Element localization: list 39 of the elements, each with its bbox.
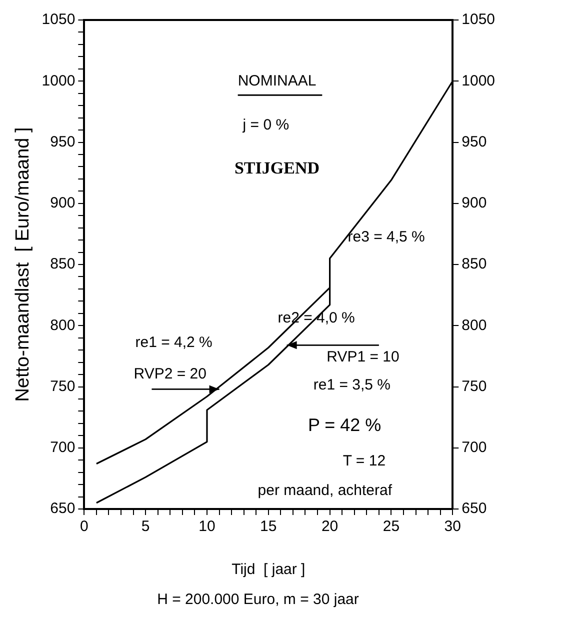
x-tick-label: 25: [382, 518, 400, 536]
x-tick-label: 0: [80, 518, 88, 536]
x-axis-title: Tijd [ jaar ]: [232, 561, 306, 578]
y-tick-label: 850: [50, 256, 76, 273]
x-tick-label: 15: [260, 518, 277, 536]
y2-tick-label: 1000: [462, 72, 496, 90]
y2-tick-label: 850: [462, 256, 487, 273]
y-tick-label: 1000: [42, 72, 76, 90]
y2-tick-label: 700: [462, 439, 487, 456]
annotation: STIJGEND: [234, 158, 320, 178]
x-tick-label: 5: [141, 518, 150, 536]
annotation: per maand, achteraf: [258, 482, 393, 499]
y2-tick-label: 650: [462, 500, 487, 518]
y2-tick-label: 800: [462, 316, 487, 334]
annotation: NOMINAAL: [238, 72, 316, 90]
x-tick-label: 10: [198, 518, 216, 536]
annotation: RVP1 = 10: [326, 348, 400, 366]
y-axis-title: Netto-maandlast [ Euro/maand ]: [12, 127, 34, 402]
y-tick-label: 1050: [42, 11, 76, 28]
y2-tick-label: 900: [462, 194, 487, 212]
y-tick-label: 800: [50, 316, 76, 334]
annotation: P = 42 %: [308, 414, 382, 435]
y2-tick-label: 750: [462, 378, 487, 395]
y-tick-label: 950: [50, 133, 76, 150]
annotation: re1 = 4,2 %: [135, 334, 212, 351]
y-tick-label: 900: [50, 194, 76, 212]
y2-tick-label: 950: [462, 133, 487, 150]
text: H = 200.000 Euro, m = 30 jaar: [156, 591, 360, 608]
y-tick-label: 700: [50, 439, 76, 456]
annotation: j = 0 %: [242, 116, 290, 134]
y-tick-label: 650: [50, 500, 76, 518]
annotation: re3 = 4,5 %: [348, 228, 425, 246]
y-tick-label: 750: [50, 378, 76, 395]
annotation: re1 = 3,5 %: [313, 376, 390, 394]
annotation: T = 12: [342, 452, 386, 470]
x-tick-label: 30: [444, 518, 461, 536]
y2-tick-label: 1050: [462, 11, 496, 28]
annotation: RVP2 = 20: [134, 366, 206, 383]
x-tick-label: 20: [321, 518, 338, 536]
